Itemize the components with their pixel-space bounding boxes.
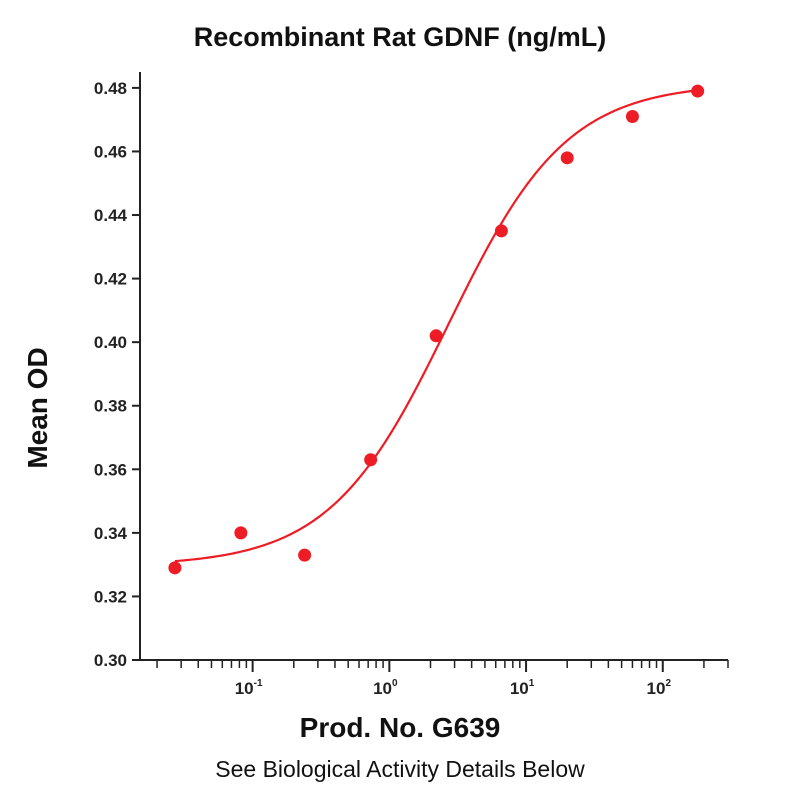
details-note: See Biological Activity Details Below <box>215 756 585 782</box>
y-tick-label: 0.38 <box>94 397 127 416</box>
y-tick-label: 0.40 <box>94 333 127 352</box>
data-point <box>560 151 574 165</box>
data-points-layer <box>168 84 705 575</box>
y-tick-label: 0.44 <box>94 206 128 225</box>
y-tick-label: 0.48 <box>94 79 127 98</box>
x-tick-label: 10-1 <box>235 678 263 698</box>
y-tick-label: 0.30 <box>94 651 127 670</box>
y-tick-label: 0.46 <box>94 142 127 161</box>
y-tick-label: 0.34 <box>94 524 128 543</box>
data-point <box>625 109 639 123</box>
y-tick-label: 0.42 <box>94 270 127 289</box>
x-tick-label: 101 <box>510 678 535 698</box>
chart-title: Recombinant Rat GDNF (ng/mL) <box>193 22 607 52</box>
data-point <box>168 561 182 575</box>
x-tick-label: 100 <box>373 678 398 698</box>
data-point <box>494 224 508 238</box>
data-point <box>691 84 705 98</box>
fit-curve-layer <box>174 89 698 563</box>
y-tick-label: 0.36 <box>94 460 127 479</box>
data-point <box>298 548 312 562</box>
x-tick-label: 102 <box>647 678 672 698</box>
y-tick-label: 0.32 <box>94 587 127 606</box>
data-point <box>234 526 248 540</box>
data-point <box>364 453 378 467</box>
data-point <box>429 329 443 343</box>
axes: 0.30 0.32 0.34 0.36 0.38 0.40 0.42 0.44 0.46 0.48… <box>94 72 729 698</box>
fit-curve <box>174 89 698 563</box>
x-axis-label: Prod. No. G639 <box>299 712 501 743</box>
